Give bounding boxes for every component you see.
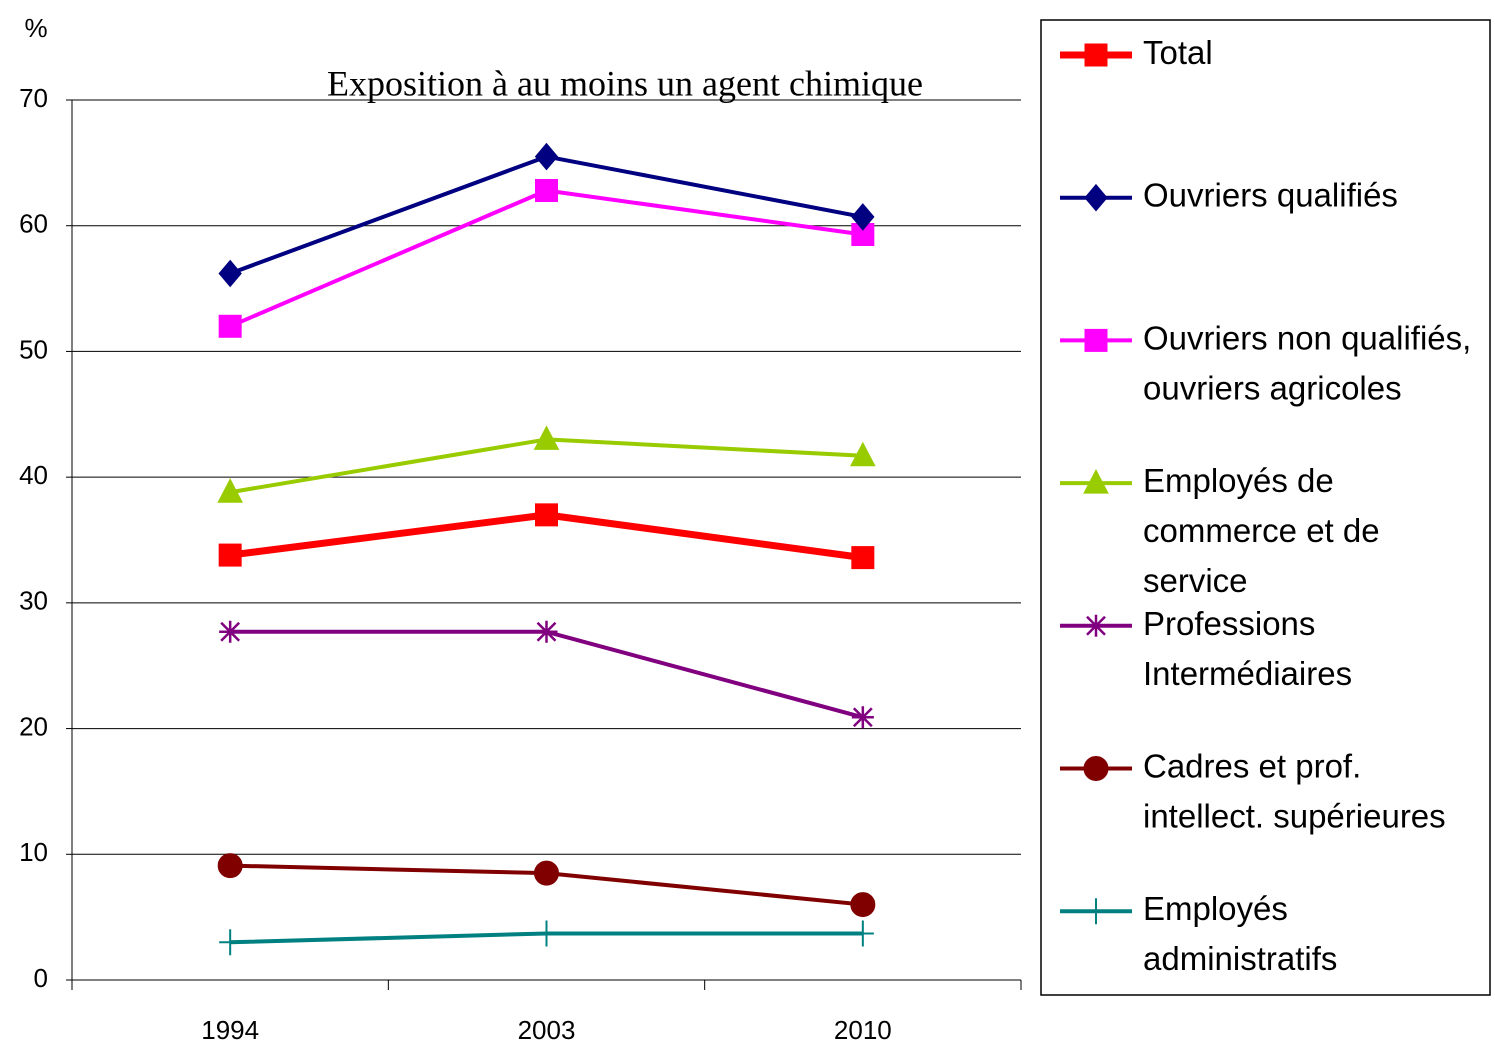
y-tick-label: 30 — [19, 586, 48, 616]
marker — [218, 259, 242, 288]
marker — [851, 203, 875, 231]
legend-marker — [1084, 328, 1108, 352]
marker — [535, 620, 558, 643]
legend-label: Employés administratifs — [1143, 890, 1337, 977]
marker — [218, 543, 242, 567]
marker — [535, 503, 558, 527]
legend-marker — [1083, 469, 1109, 494]
legend-label: Ouvriers qualifiés — [1143, 176, 1398, 213]
y-tick-label: 50 — [19, 334, 48, 364]
marker — [535, 920, 558, 947]
x-tick-label: 2003 — [518, 1015, 576, 1045]
marker — [850, 441, 876, 467]
legend-marker — [1085, 614, 1107, 637]
x-tick-label: 1994 — [201, 1015, 259, 1045]
y-tick-label: 60 — [19, 209, 48, 239]
legend-marker — [1083, 756, 1109, 781]
legend-label: Cadres et prof. intellect. supérieures — [1143, 747, 1446, 834]
marker — [218, 314, 242, 338]
marker — [219, 620, 242, 643]
y-tick-label: 0 — [34, 963, 48, 993]
legend-label: Professions Intermédiaires — [1143, 605, 1352, 692]
legend-label: Total — [1143, 34, 1213, 71]
marker — [534, 142, 559, 171]
chart-title: Exposition à au moins un agent chimique — [327, 63, 923, 103]
x-tick-label: 2010 — [834, 1015, 892, 1045]
series-line — [229, 188, 864, 329]
y-tick-label: 40 — [19, 460, 48, 490]
legend-marker — [1085, 898, 1107, 925]
series-line — [230, 629, 864, 720]
y-tick-label: 10 — [19, 837, 48, 867]
marker — [219, 929, 242, 956]
legend-label: Employés de commerce et de service — [1143, 462, 1380, 599]
marker — [533, 425, 560, 450]
marker — [534, 860, 559, 886]
y-tick-label: 20 — [19, 711, 48, 741]
marker — [535, 179, 558, 203]
legend-label: Ouvriers non qualifiés, ouvriers agricole… — [1143, 319, 1471, 406]
y-axis-label: % — [24, 13, 47, 43]
marker — [217, 853, 243, 879]
legend-marker — [1084, 183, 1108, 212]
marker — [217, 478, 243, 503]
marker — [851, 546, 875, 570]
marker — [851, 706, 874, 729]
y-tick-label: 70 — [19, 83, 48, 113]
legend-marker — [1084, 43, 1108, 67]
series-line — [229, 154, 864, 276]
marker — [850, 892, 876, 918]
marker — [851, 920, 874, 947]
legend-box — [1040, 19, 1491, 996]
